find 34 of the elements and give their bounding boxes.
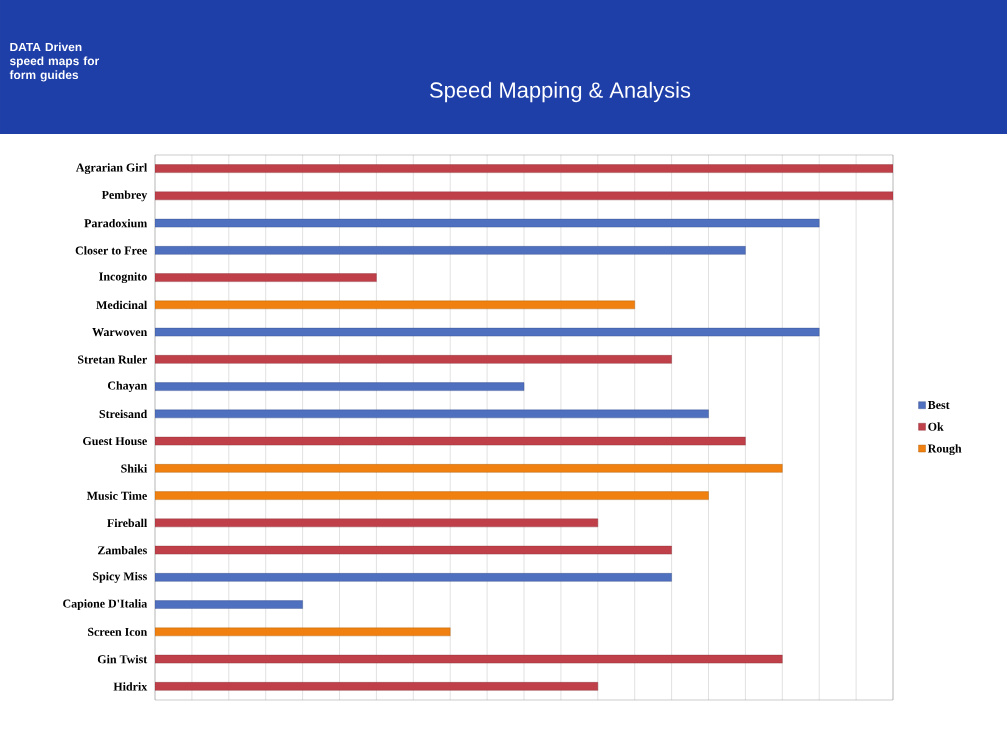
y-tick-label: Fireball — [107, 518, 148, 528]
y-tick-label: Gin Twist — [97, 654, 148, 664]
y-tick-label: Music Time — [86, 491, 147, 500]
legend-label: Rough — [927, 444, 962, 456]
y-tick-label: Streisand — [99, 409, 148, 419]
legend-label: Ok — [928, 422, 944, 431]
bar — [155, 654, 783, 664]
y-tick-label: Screen Icon — [88, 627, 148, 636]
y-tick-label: Hidrix — [113, 682, 148, 691]
y-tick-label: Agrarian Girl — [75, 163, 148, 175]
y-tick-label: Guest House — [83, 437, 147, 446]
legend-label: Best — [927, 401, 950, 409]
bar — [155, 355, 672, 364]
y-tick-label: Medicinal — [96, 300, 148, 310]
bar — [155, 164, 894, 173]
y-tick-label: Spicy Miss — [93, 571, 147, 583]
y-tick-label: Paradoxium — [84, 218, 148, 228]
y-tick-label: Warwoven — [92, 328, 148, 337]
bar — [155, 436, 746, 446]
bar — [155, 518, 599, 528]
y-tick-label: Pembrey — [101, 190, 148, 202]
text: DATA Driven speed maps for form guides — [9, 42, 100, 82]
bar — [155, 545, 672, 555]
y-tick-label: Incognito — [99, 272, 147, 284]
y-tick-label: Closer to Free — [75, 246, 147, 255]
bar — [155, 191, 894, 201]
bar — [155, 273, 377, 282]
y-tick-label: Shiki — [121, 464, 148, 473]
chart-title: Speed Mapping & Analysis — [430, 81, 691, 103]
y-tick-label: Stretan Ruler — [78, 355, 147, 364]
y-tick-label: Zambales — [98, 545, 147, 555]
y-tick-label: Chayan — [107, 381, 148, 393]
y-tick-label: Capione D'Italia — [63, 599, 148, 611]
bar — [155, 682, 599, 691]
